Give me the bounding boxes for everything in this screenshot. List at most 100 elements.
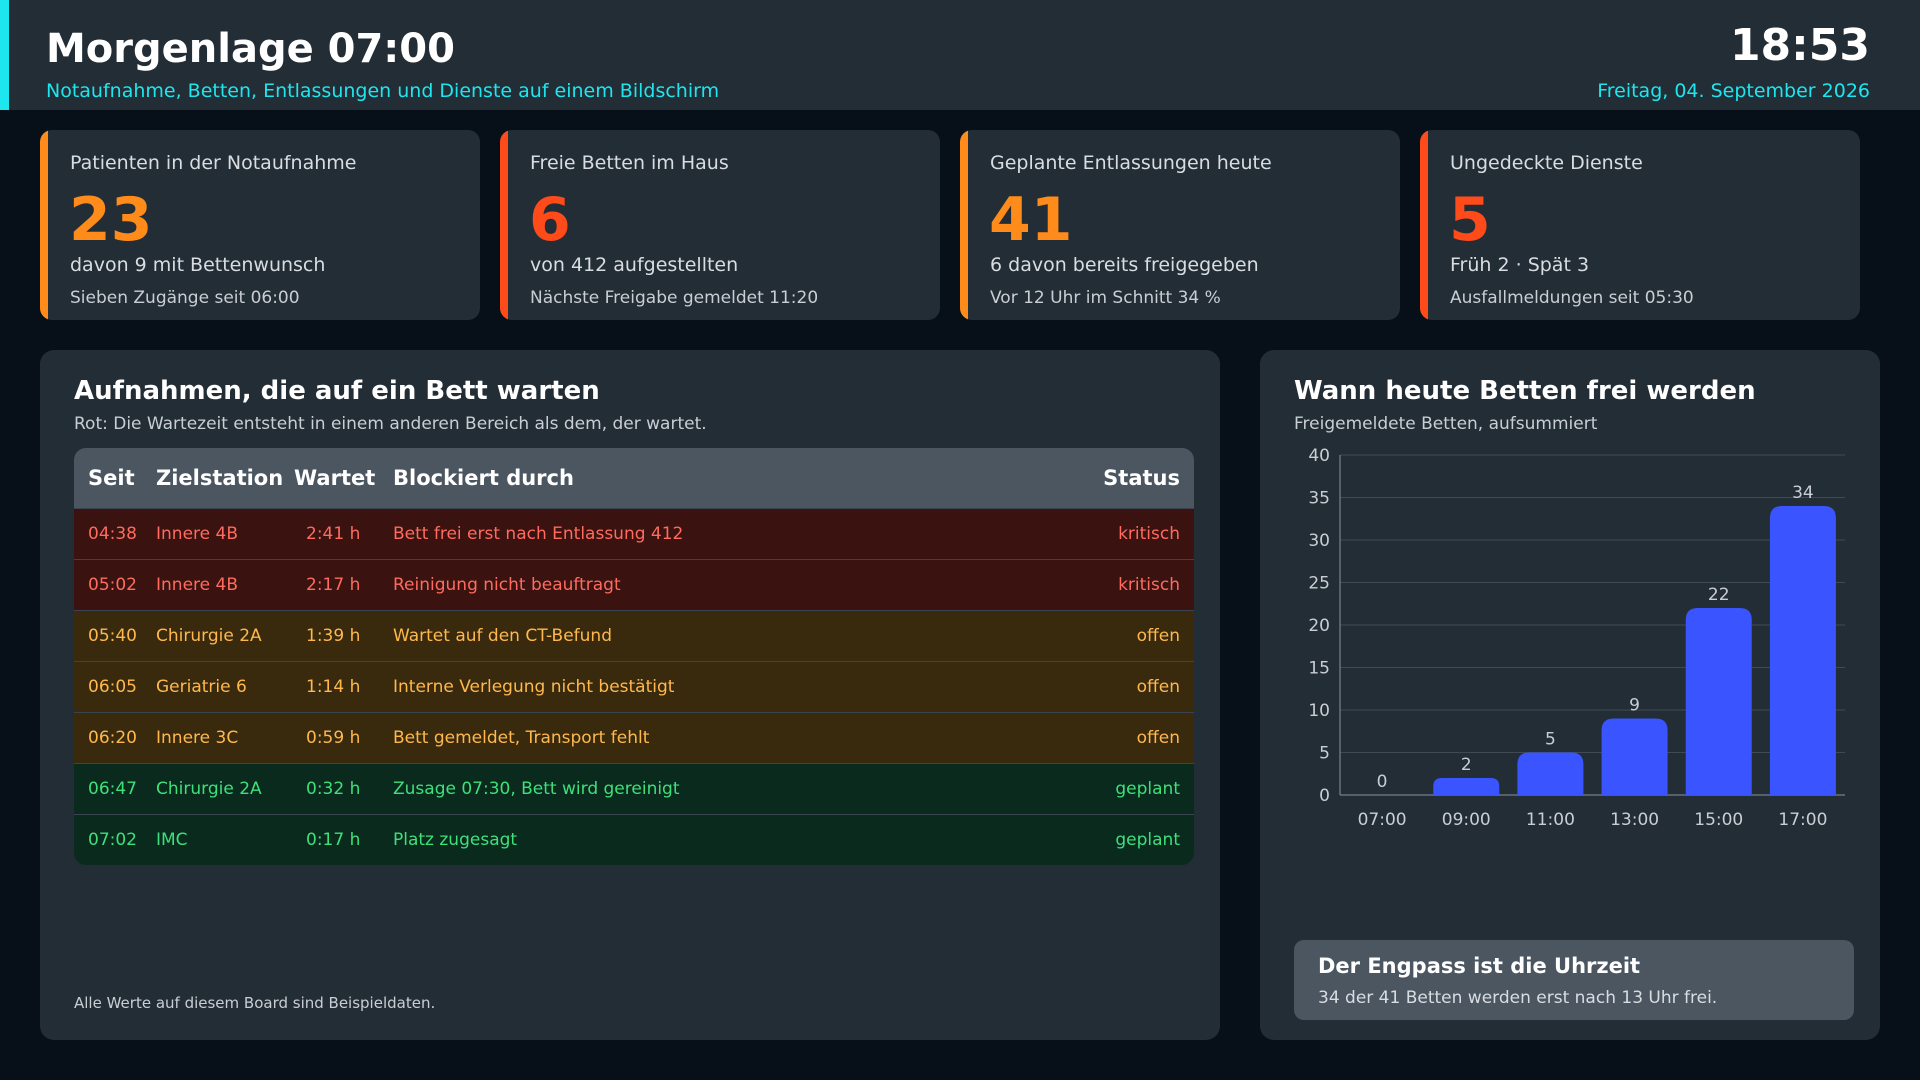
page-subtitle: Notaufnahme, Betten, Entlassungen und Di… [46, 80, 720, 102]
x-tick-label: 13:00 [1610, 810, 1659, 830]
cell-zielstation: Geriatrie 6 [156, 677, 247, 697]
cell-status: kritisch [1118, 524, 1180, 544]
waiting-panel-title: Aufnahmen, die auf ein Bett warten [74, 376, 600, 406]
kpi-note: Sieben Zugänge seit 06:00 [70, 288, 300, 308]
cell-zielstation: Innere 4B [156, 524, 238, 544]
kpi-label: Ungedeckte Dienste [1450, 152, 1643, 174]
cell-seit: 04:38 [88, 524, 137, 544]
cell-status: offen [1136, 728, 1180, 748]
cell-seit: 05:40 [88, 626, 137, 646]
kpi-note: Ausfallmeldungen seit 05:30 [1450, 288, 1694, 308]
kpi-value: 6 [529, 185, 571, 255]
table-row: 06:47 Chirurgie 2A 0:32 h Zusage 07:30, Bet… [74, 763, 1194, 814]
cell-zielstation: Chirurgie 2A [156, 626, 262, 646]
table-row: 05:40 Chirurgie 2A 1:39 h Wartet auf den CT… [74, 610, 1194, 661]
cell-blockiert: Bett frei erst nach Entlassung 412 [393, 524, 684, 544]
beds-panel-subtitle: Freigemeldete Betten, aufsummiert [1294, 414, 1598, 434]
cell-zielstation: Chirurgie 2A [156, 779, 262, 799]
cell-status: offen [1136, 626, 1180, 646]
beds-panel-title: Wann heute Betten frei werden [1294, 376, 1756, 406]
data-label: 22 [1708, 585, 1730, 605]
cell-wartet: 1:14 h [306, 677, 361, 697]
kpi-label: Freie Betten im Haus [530, 152, 729, 174]
kpi-label: Patienten in der Notaufnahme [70, 152, 357, 174]
bar [1769, 506, 1836, 795]
cell-wartet: 2:17 h [306, 575, 361, 595]
bar [1601, 718, 1668, 795]
cell-wartet: 1:39 h [306, 626, 361, 646]
callout-box: Der Engpass ist die Uhrzeit 34 der 41 Be… [1294, 940, 1854, 1020]
table-header: Seit Zielstation Wartet Blockiert durch … [74, 448, 1194, 508]
data-label: 9 [1629, 696, 1640, 716]
kpi-card-dienste: Ungedeckte Dienste 5 Früh 2 · Spät 3 Aus… [1420, 130, 1860, 320]
cell-wartet: 0:59 h [306, 728, 361, 748]
kpi-accent-bar [1420, 130, 1428, 320]
y-tick-label: 0 [1319, 786, 1330, 806]
kpi-value: 23 [69, 185, 153, 255]
footnote: Alle Werte auf diesem Board sind Beispie… [74, 994, 436, 1012]
kpi-note: Nächste Freigabe gemeldet 11:20 [530, 288, 819, 308]
date: Freitag, 04. September 2026 [1597, 80, 1870, 102]
kpi-detail: 6 davon bereits freigegeben [990, 254, 1259, 276]
waiting-panel-subtitle: Rot: Die Wartezeit entsteht in einem and… [74, 414, 707, 434]
cell-status: offen [1136, 677, 1180, 697]
cell-wartet: 0:32 h [306, 779, 361, 799]
cell-seit: 06:20 [88, 728, 137, 748]
table-row: 07:02 IMC 0:17 h Platz zugesagt geplant [74, 814, 1194, 865]
data-label: 2 [1461, 755, 1472, 775]
bar [1517, 752, 1584, 795]
x-tick-label: 07:00 [1358, 810, 1407, 830]
y-tick-label: 15 [1308, 659, 1330, 679]
table-row: 04:38 Innere 4B 2:41 h Bett frei erst nach … [74, 508, 1194, 559]
kpi-value: 5 [1449, 185, 1491, 255]
callout-text: 34 der 41 Betten werden erst nach 13 Uhr… [1318, 988, 1718, 1008]
x-tick-label: 11:00 [1526, 810, 1575, 830]
column-header-blockiert: Blockiert durch [393, 466, 574, 490]
x-tick-label: 17:00 [1778, 810, 1827, 830]
cell-seit: 06:05 [88, 677, 137, 697]
kpi-accent-bar [500, 130, 508, 320]
cell-blockiert: Wartet auf den CT-Befund [393, 626, 612, 646]
x-tick-label: 15:00 [1694, 810, 1743, 830]
callout-title: Der Engpass ist die Uhrzeit [1318, 954, 1641, 978]
cell-status: geplant [1115, 830, 1180, 850]
cell-status: geplant [1115, 779, 1180, 799]
data-label: 5 [1545, 730, 1556, 750]
y-tick-label: 35 [1308, 489, 1330, 509]
waiting-table: Seit Zielstation Wartet Blockiert durch … [74, 448, 1194, 865]
y-tick-label: 40 [1308, 446, 1330, 466]
beds-bar-chart: 0 5 10 15 20 25 30 35 40 0 07:00 2 09:00 5 11:00 9 13:00… [1308, 446, 1845, 830]
column-header-status: Status [1103, 466, 1180, 490]
cell-seit: 05:02 [88, 575, 137, 595]
header: Morgenlage 07:00 Notaufnahme, Betten, En… [0, 0, 1920, 110]
bar [1685, 608, 1752, 795]
kpi-card-freie-betten: Freie Betten im Haus 6 von 412 aufgestel… [500, 130, 940, 320]
cell-zielstation: Innere 4B [156, 575, 238, 595]
header-accent-bar [0, 0, 9, 110]
cell-zielstation: IMC [156, 830, 188, 850]
cell-wartet: 2:41 h [306, 524, 361, 544]
table-row: 06:20 Innere 3C 0:59 h Bett gemeldet, Trans… [74, 712, 1194, 763]
beds-panel: Wann heute Betten frei werden Freigemeld… [1260, 350, 1880, 1040]
data-label: 0 [1377, 772, 1388, 792]
y-tick-label: 25 [1308, 574, 1330, 594]
cell-seit: 07:02 [88, 830, 137, 850]
cell-wartet: 0:17 h [306, 830, 361, 850]
y-tick-label: 5 [1319, 744, 1330, 764]
y-tick-label: 30 [1308, 531, 1330, 551]
column-header-wartet: Wartet [294, 466, 376, 490]
kpi-accent-bar [960, 130, 968, 320]
kpi-detail: Früh 2 · Spät 3 [1450, 254, 1590, 276]
column-header-zielstation: Zielstation [156, 466, 284, 490]
kpi-value: 41 [989, 185, 1073, 255]
kpi-card-notaufnahme: Patienten in der Notaufnahme 23 davon 9 … [40, 130, 480, 320]
y-tick-label: 10 [1308, 701, 1330, 721]
page-title: Morgenlage 07:00 [46, 26, 455, 72]
table-row: 06:05 Geriatrie 6 1:14 h Interne Verlegung … [74, 661, 1194, 712]
kpi-accent-bar [40, 130, 48, 320]
cell-blockiert: Zusage 07:30, Bett wird gereinigt [393, 779, 680, 799]
kpi-note: Vor 12 Uhr im Schnitt 34 % [990, 288, 1221, 308]
table-row: 05:02 Innere 4B 2:17 h Reinigung nicht beau… [74, 559, 1194, 610]
kpi-card-entlassungen: Geplante Entlassungen heute 41 6 davon b… [960, 130, 1400, 320]
kpi-label: Geplante Entlassungen heute [990, 152, 1272, 174]
